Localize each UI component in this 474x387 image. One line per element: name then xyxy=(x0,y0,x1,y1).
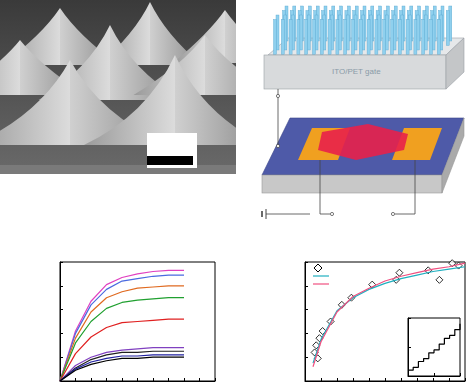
svg-text:ITO/PET gate: ITO/PET gate xyxy=(332,67,381,76)
